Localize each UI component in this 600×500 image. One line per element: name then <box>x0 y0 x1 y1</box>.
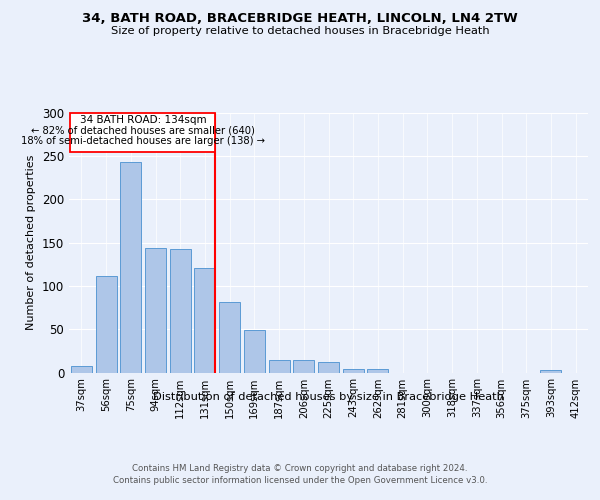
Text: 34, BATH ROAD, BRACEBRIDGE HEATH, LINCOLN, LN4 2TW: 34, BATH ROAD, BRACEBRIDGE HEATH, LINCOL… <box>82 12 518 26</box>
Y-axis label: Number of detached properties: Number of detached properties <box>26 155 37 330</box>
Text: 18% of semi-detached houses are larger (138) →: 18% of semi-detached houses are larger (… <box>21 136 265 146</box>
Bar <box>244 330 265 372</box>
Bar <box>318 362 339 372</box>
Bar <box>541 370 562 372</box>
Bar <box>293 360 314 372</box>
Text: Distribution of detached houses by size in Bracebridge Heath: Distribution of detached houses by size … <box>154 392 504 402</box>
FancyBboxPatch shape <box>70 112 215 152</box>
Bar <box>71 366 92 372</box>
Text: 34 BATH ROAD: 134sqm: 34 BATH ROAD: 134sqm <box>80 116 206 126</box>
Bar <box>120 162 141 372</box>
Bar <box>194 268 215 372</box>
Text: Size of property relative to detached houses in Bracebridge Heath: Size of property relative to detached ho… <box>110 26 490 36</box>
Bar <box>219 302 240 372</box>
Bar <box>367 369 388 372</box>
Bar <box>343 369 364 372</box>
Text: Contains HM Land Registry data © Crown copyright and database right 2024.: Contains HM Land Registry data © Crown c… <box>132 464 468 473</box>
Bar <box>269 360 290 372</box>
Bar <box>170 248 191 372</box>
Bar <box>95 276 116 372</box>
Text: Contains public sector information licensed under the Open Government Licence v3: Contains public sector information licen… <box>113 476 487 485</box>
Text: ← 82% of detached houses are smaller (640): ← 82% of detached houses are smaller (64… <box>31 126 255 136</box>
Bar <box>145 248 166 372</box>
